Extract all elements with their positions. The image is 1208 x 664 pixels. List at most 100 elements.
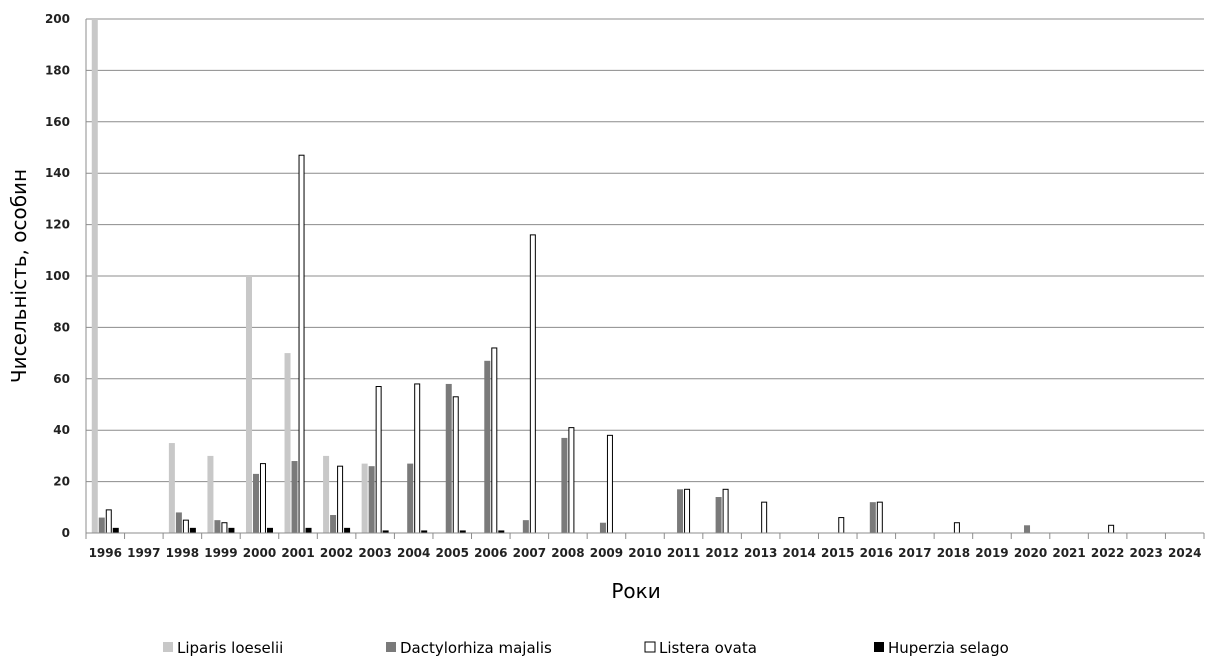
bar (407, 463, 414, 533)
bar (298, 154, 305, 534)
y-tick-labels: 0 20 40 60 80 100 120 140 160 180 200 (45, 12, 70, 540)
bar (606, 434, 613, 534)
bar (112, 527, 119, 533)
y-tick-label: 180 (45, 63, 70, 77)
bar (305, 527, 312, 533)
bar (838, 517, 845, 534)
x-tick-label: 2013 (744, 546, 777, 560)
x-tick-label: 2000 (243, 546, 276, 560)
legend-label: Dactylorhiza majalis (400, 639, 552, 657)
y-tick-label: 40 (53, 423, 70, 437)
bar (876, 501, 883, 534)
bar (568, 427, 575, 534)
x-tick-label: 2011 (667, 546, 700, 560)
legend-label: Listera ovata (659, 639, 757, 657)
legend-swatch (386, 642, 396, 652)
bar (445, 383, 452, 533)
bar (561, 437, 568, 533)
bar (421, 530, 428, 533)
y-tick-label: 160 (45, 115, 70, 129)
bar (330, 515, 337, 533)
legend-swatch (874, 642, 884, 652)
bar (484, 360, 491, 533)
x-tick-label: 2007 (513, 546, 546, 560)
bar (599, 522, 606, 533)
x-tick-label: 2006 (474, 546, 507, 560)
x-tick-label: 2009 (590, 546, 623, 560)
x-tick-label: 2024 (1168, 546, 1201, 560)
bar (715, 497, 722, 533)
bar (91, 19, 98, 533)
bar (452, 396, 459, 534)
x-tick-label: 1999 (204, 546, 237, 560)
x-tick-label: 2002 (320, 546, 353, 560)
x-tick-label: 2010 (628, 546, 661, 560)
x-tick-label: 2020 (1014, 546, 1047, 560)
bar (368, 466, 375, 533)
bar (344, 527, 351, 533)
bar (266, 527, 273, 533)
x-tick-labels: 1996 1997 1998 1999 2000 2001 2002 2003 2004 2005… (89, 546, 1202, 560)
x-axis-label: Роки (611, 579, 660, 603)
bar (221, 522, 228, 534)
bar (684, 488, 691, 534)
x-tick-label: 2017 (898, 546, 931, 560)
bar (869, 502, 876, 533)
y-tick-label: 100 (45, 269, 70, 283)
bar (491, 347, 498, 534)
bar (498, 530, 505, 533)
bar (168, 443, 175, 533)
grid (86, 18, 1204, 483)
x-tick-label: 2003 (358, 546, 391, 560)
y-tick-label: 60 (53, 372, 70, 386)
x-tick-label: 2021 (1052, 546, 1085, 560)
x-tick-label: 2012 (705, 546, 738, 560)
bar (375, 386, 382, 534)
bar (1024, 525, 1031, 533)
x-tick-label: 2005 (436, 546, 469, 560)
x-tick-label: 1998 (166, 546, 199, 560)
bar (522, 520, 529, 533)
y-tick-label: 200 (45, 12, 70, 26)
x-tick-label: 2015 (821, 546, 854, 560)
bar (98, 517, 105, 533)
x-tick-label: 2019 (975, 546, 1008, 560)
bar (761, 501, 768, 534)
legend-swatch (163, 642, 173, 652)
bar (337, 465, 344, 534)
y-tick-label: 120 (45, 218, 70, 232)
legend-label: Huperzia selago (888, 639, 1009, 657)
bars (91, 19, 1115, 534)
y-tick-label: 0 (62, 526, 70, 540)
x-tick-label: 2004 (397, 546, 430, 560)
bar (323, 455, 330, 533)
x-tick-label: 2018 (937, 546, 970, 560)
bar (722, 488, 729, 534)
bar (291, 461, 298, 533)
bar (529, 234, 536, 534)
bar (677, 489, 684, 533)
bar (214, 520, 221, 533)
bar (182, 519, 189, 534)
y-axis-label: Чисельність, особин (7, 169, 31, 383)
x-tick-label: 2022 (1091, 546, 1124, 560)
bar (953, 522, 960, 534)
bar (414, 383, 421, 534)
bar (259, 463, 266, 534)
y-tick-label: 140 (45, 166, 70, 180)
bar (382, 530, 389, 533)
x-tick-label: 2023 (1129, 546, 1162, 560)
bar (252, 473, 259, 533)
x-tick-label: 1997 (127, 546, 160, 560)
x-tick-label: 2008 (551, 546, 584, 560)
bar (1108, 524, 1115, 534)
x-tick-label: 1996 (89, 546, 122, 560)
x-tick-label: 2001 (281, 546, 314, 560)
legend: Liparis loeselii Dactylorhiza majalis List… (163, 639, 1009, 657)
bar (361, 463, 368, 533)
bar (175, 512, 182, 533)
y-tick-label: 20 (53, 475, 70, 489)
y-tick-label: 80 (53, 320, 70, 334)
axes (85, 19, 1205, 539)
bar (459, 530, 466, 533)
